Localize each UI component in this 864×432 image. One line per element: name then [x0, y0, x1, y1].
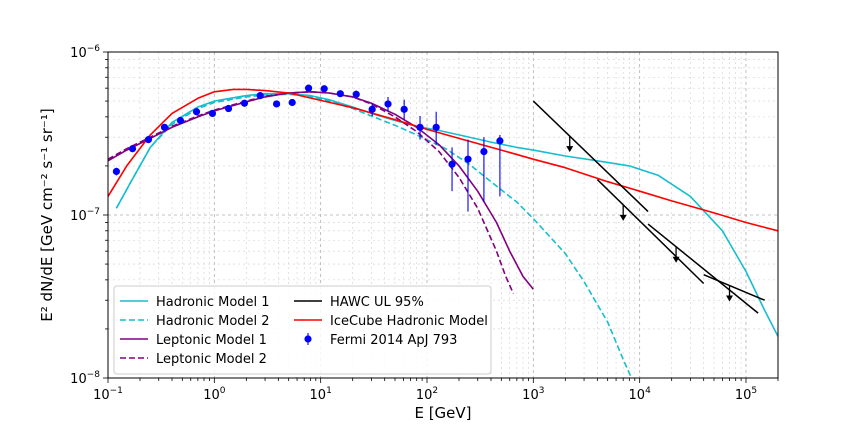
legend-item: Hadronic Model 1 [120, 295, 270, 310]
fermi-data-points [112, 84, 504, 212]
fermi-point [432, 111, 440, 145]
fermi-point [336, 90, 344, 98]
fermi-marker [160, 123, 169, 131]
fermi-marker [288, 98, 296, 107]
fermi-point [128, 145, 137, 153]
fermi-point [416, 115, 424, 140]
hawc-ul-segment [596, 179, 705, 285]
fermi-marker [128, 145, 137, 153]
legend-item: Leptonic Model 1 [120, 333, 267, 348]
fermi-marker [192, 108, 201, 116]
fermi-point [304, 84, 313, 92]
fermi-point [464, 139, 472, 212]
hawc-ul-line [703, 274, 766, 301]
legend-label: Leptonic Model 2 [156, 352, 267, 367]
legend-item: IceCube Hadronic Model [294, 314, 488, 329]
y-axis-label: E² dN/dE [GeV cm⁻² s⁻¹ sr⁻¹] [38, 108, 56, 321]
x-tick-label: 10−1 [93, 386, 123, 403]
fermi-marker [304, 84, 313, 92]
fermi-point [368, 103, 376, 116]
hawc-ul-arrowhead [726, 295, 734, 302]
x-tick-label: 105 [735, 386, 757, 403]
fermi-marker [448, 160, 456, 168]
fermi-marker [400, 105, 408, 113]
y-tick-label: 10−8 [70, 370, 100, 387]
axis-ticks: 10−1 100 101 102 103 104 105 10−8 10−7 10−6 [70, 44, 779, 403]
legend: Hadronic Model 1 Hadronic Model 2 Leptonic… [113, 285, 492, 375]
legend-label: Fermi 2014 ApJ 793 [330, 333, 457, 348]
fermi-marker [336, 90, 344, 98]
fermi-marker [224, 104, 233, 113]
hawc-ul-line [532, 100, 649, 213]
fermi-marker [464, 155, 472, 163]
legend-box [113, 285, 492, 375]
hawc-ul-arrowhead [619, 214, 627, 221]
x-tick-label: 102 [416, 386, 438, 403]
series-icecube-hadronic-model [108, 88, 778, 232]
fermi-point [448, 147, 456, 192]
legend-item: Leptonic Model 2 [120, 352, 267, 367]
fermi-point [496, 134, 504, 197]
fermi-marker [256, 92, 264, 100]
fermi-point [256, 92, 264, 100]
fermi-marker [352, 90, 360, 98]
fermi-marker [240, 99, 249, 107]
fermi-point [176, 116, 185, 125]
fermi-marker [176, 116, 185, 125]
legend-item: Fermi 2014 ApJ 793 [304, 333, 457, 348]
fermi-marker [144, 136, 153, 144]
x-tick-label: 100 [203, 386, 226, 403]
hawc-upper-limits [532, 100, 766, 314]
fermi-marker [208, 109, 217, 118]
fermi-marker [112, 167, 121, 176]
hawc-ul-line [596, 179, 705, 285]
x-tick-label: 103 [522, 386, 544, 403]
fermi-point [320, 85, 328, 93]
fermi-point [352, 90, 360, 99]
x-tick-label: 104 [629, 386, 652, 403]
series-leptonic-model-2 [108, 91, 515, 294]
hawc-ul-line [647, 223, 759, 314]
legend-swatch-marker [304, 335, 312, 343]
legend-label: HAWC UL 95% [330, 295, 424, 310]
fermi-point [208, 109, 217, 118]
fermi-point [240, 99, 249, 107]
fermi-point [112, 167, 121, 176]
fermi-marker [272, 100, 281, 108]
legend-label: Hadronic Model 1 [156, 295, 270, 310]
legend-label: IceCube Hadronic Model [330, 314, 488, 329]
fermi-point [288, 98, 296, 107]
legend-item: HAWC UL 95% [294, 295, 424, 310]
x-tick-label: 101 [310, 386, 332, 403]
fermi-point [272, 100, 281, 108]
fermi-marker [416, 123, 424, 131]
y-tick-label: 10−6 [70, 44, 100, 61]
hawc-ul-segment [703, 274, 766, 302]
y-tick-label: 10−7 [70, 207, 100, 224]
hawc-ul-arrowhead [566, 146, 574, 153]
hawc-ul-segment [532, 100, 649, 213]
legend-item: Hadronic Model 2 [120, 314, 270, 329]
fermi-marker [496, 137, 504, 145]
fermi-point [480, 137, 488, 203]
fermi-point [160, 123, 169, 131]
hawc-ul-segment [647, 223, 759, 314]
fermi-marker [320, 85, 328, 93]
fermi-point [384, 96, 392, 112]
fermi-marker [480, 147, 488, 156]
x-axis-label: E [GeV] [414, 404, 471, 422]
fermi-marker [432, 123, 440, 131]
fermi-point [144, 136, 153, 144]
fermi-point [224, 104, 233, 113]
fermi-marker [384, 100, 392, 108]
legend-label: Leptonic Model 1 [156, 333, 267, 348]
fermi-point [400, 99, 408, 120]
hawc-ul-arrowhead [672, 256, 680, 263]
legend-label: Hadronic Model 2 [156, 314, 270, 329]
fermi-point [192, 108, 201, 116]
fermi-marker [368, 105, 376, 113]
